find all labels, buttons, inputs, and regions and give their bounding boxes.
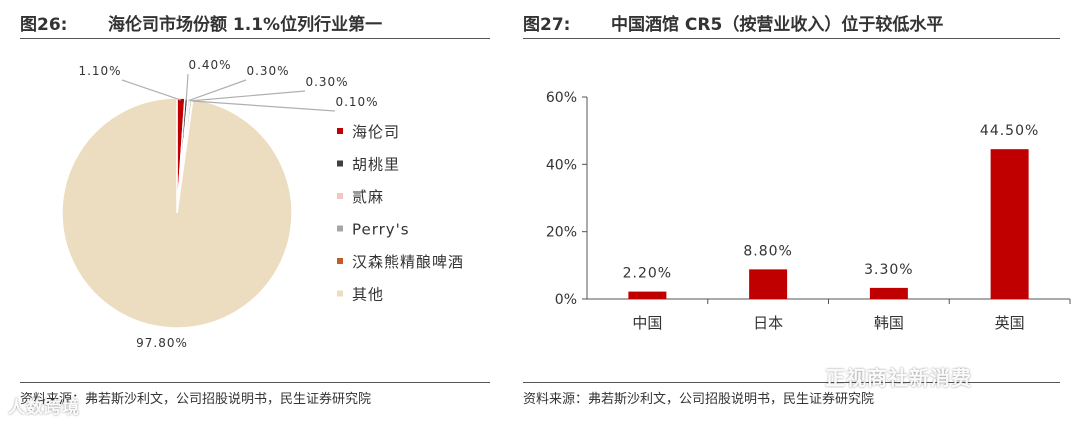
bar-data-label: 44.50% — [980, 123, 1039, 139]
figure-27-panel: 图27: 中国酒馆 CR5（按营业收入）位于较低水平 0% 20% 40% 60% 2.… — [515, 0, 1080, 425]
legend-swatch — [337, 160, 343, 167]
figure-26-title: 海伦司市场份额 1.1%位列行业第一 — [108, 15, 383, 35]
x-tick-label: 英国 — [995, 314, 1025, 332]
legend-swatch — [337, 290, 343, 297]
bar-data-label: 2.20% — [623, 266, 672, 282]
pie-data-label: 0.30% — [246, 64, 289, 78]
pie-data-label: 1.10% — [78, 64, 121, 78]
legend-label: 汉森熊精酿啤酒 — [352, 253, 464, 271]
y-tick-label: 0% — [555, 292, 577, 308]
pie-leader-line — [190, 90, 306, 102]
bar-data-label: 8.80% — [743, 243, 792, 259]
figure-26-number: 图26: — [20, 15, 68, 35]
pie-data-label: 0.30% — [305, 75, 348, 89]
bar-data-label: 3.30% — [864, 262, 913, 278]
figure-26-title-bar: 图26: 海伦司市场份额 1.1%位列行业第一 — [20, 8, 490, 39]
pie-leader-line — [185, 73, 189, 101]
legend-label: 其他 — [352, 286, 384, 304]
pie-data-label: 0.40% — [188, 58, 231, 72]
bar — [990, 149, 1029, 299]
bar-chart: 0% 20% 40% 60% 2.20% 中国 8.80% 日本 3.30% 韩国 44.50% 英国 — [546, 90, 1071, 332]
y-tick-label: 60% — [546, 90, 577, 106]
legend-swatch — [337, 193, 343, 199]
legend-swatch — [337, 225, 343, 232]
x-tick-label: 中国 — [632, 314, 662, 332]
pie-data-label: 0.10% — [335, 95, 378, 109]
y-tick-label: 20% — [546, 225, 577, 241]
bar — [749, 269, 788, 299]
watermark-right: 正视商社新消费 — [825, 366, 972, 390]
x-tick-label: 韩国 — [874, 314, 904, 332]
figure-27-number: 图27: — [523, 15, 571, 35]
figure-26-source: 资料来源：弗若斯沙利文，公司招股说明书，民生证券研究院 — [20, 382, 490, 414]
figure-26-panel: 图26: 海伦司市场份额 1.1%位列行业第一 1.10% 0.40% 0.30% 0… — [0, 0, 500, 425]
legend-label: 贰麻 — [352, 188, 384, 206]
watermark-left: 人数跨境 — [8, 398, 80, 418]
legend-label: 胡桃里 — [352, 156, 400, 174]
figure-27-source: 资料来源：弗若斯沙利文，公司招股说明书，民生证券研究院 — [523, 382, 1060, 414]
y-tick-label: 40% — [546, 157, 577, 173]
legend-swatch — [337, 258, 343, 264]
legend-label: Perry's — [352, 221, 410, 239]
pie-leader-line — [121, 79, 182, 101]
legend-swatch — [337, 128, 343, 134]
figure-27-title-bar: 图27: 中国酒馆 CR5（按营业收入）位于较低水平 — [523, 8, 1060, 39]
bar — [628, 291, 667, 299]
figure-27-title: 中国酒馆 CR5（按营业收入）位于较低水平 — [611, 15, 944, 35]
pie-slice — [61, 97, 293, 329]
legend-label: 海伦司 — [352, 123, 400, 141]
pie-data-label: 97.80% — [136, 336, 188, 350]
pie-leader-line — [188, 79, 247, 102]
pie-leader-line — [192, 100, 336, 112]
bar — [869, 287, 908, 299]
x-tick-label: 日本 — [753, 314, 783, 332]
